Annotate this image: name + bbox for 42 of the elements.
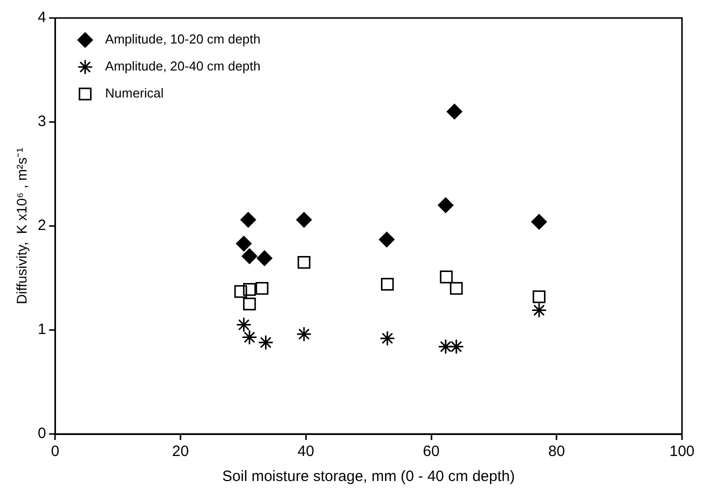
point xyxy=(379,232,394,248)
point xyxy=(531,302,547,318)
point xyxy=(298,256,310,269)
point xyxy=(438,338,454,354)
x-tick-label: 100 xyxy=(669,443,695,460)
x-axis-title: Soil moisture storage, mm (0 - 40 cm depth) xyxy=(222,468,515,486)
point xyxy=(448,338,464,354)
point xyxy=(450,282,463,295)
point xyxy=(296,326,312,342)
y-tick-label: 4 xyxy=(38,9,46,26)
point xyxy=(236,236,252,252)
point xyxy=(243,283,256,296)
point xyxy=(296,212,312,228)
point xyxy=(256,282,268,295)
point xyxy=(531,214,547,230)
point xyxy=(532,290,546,304)
x-tick-label: 20 xyxy=(172,443,189,460)
y-tick-label: 2 xyxy=(38,217,46,234)
legend-label: Amplitude, 20-40 cm depth xyxy=(105,58,261,74)
point xyxy=(242,248,258,264)
point xyxy=(258,334,274,350)
point xyxy=(236,317,252,333)
y-tick-label: 1 xyxy=(38,321,46,338)
x-tick-label: 80 xyxy=(548,443,565,460)
y-axis-title: Diffusivity, K x10⁶ , m²s⁻¹ xyxy=(13,147,30,304)
legend-label: Amplitude, 10-20 cm depth xyxy=(105,32,261,47)
y-tick-label: 0 xyxy=(38,425,46,442)
y-tick-label: 3 xyxy=(38,113,46,130)
point xyxy=(440,270,453,284)
point xyxy=(380,278,394,291)
point xyxy=(438,197,454,213)
point xyxy=(256,250,272,266)
point xyxy=(240,212,256,228)
point xyxy=(243,298,256,310)
point xyxy=(242,330,258,346)
point xyxy=(234,285,248,298)
x-tick-label: 40 xyxy=(298,443,314,460)
x-tick-label: 0 xyxy=(50,443,60,460)
point xyxy=(446,104,462,120)
x-tick-label: 60 xyxy=(422,443,440,460)
legend-label: Numerical xyxy=(105,86,164,101)
point xyxy=(380,330,396,346)
